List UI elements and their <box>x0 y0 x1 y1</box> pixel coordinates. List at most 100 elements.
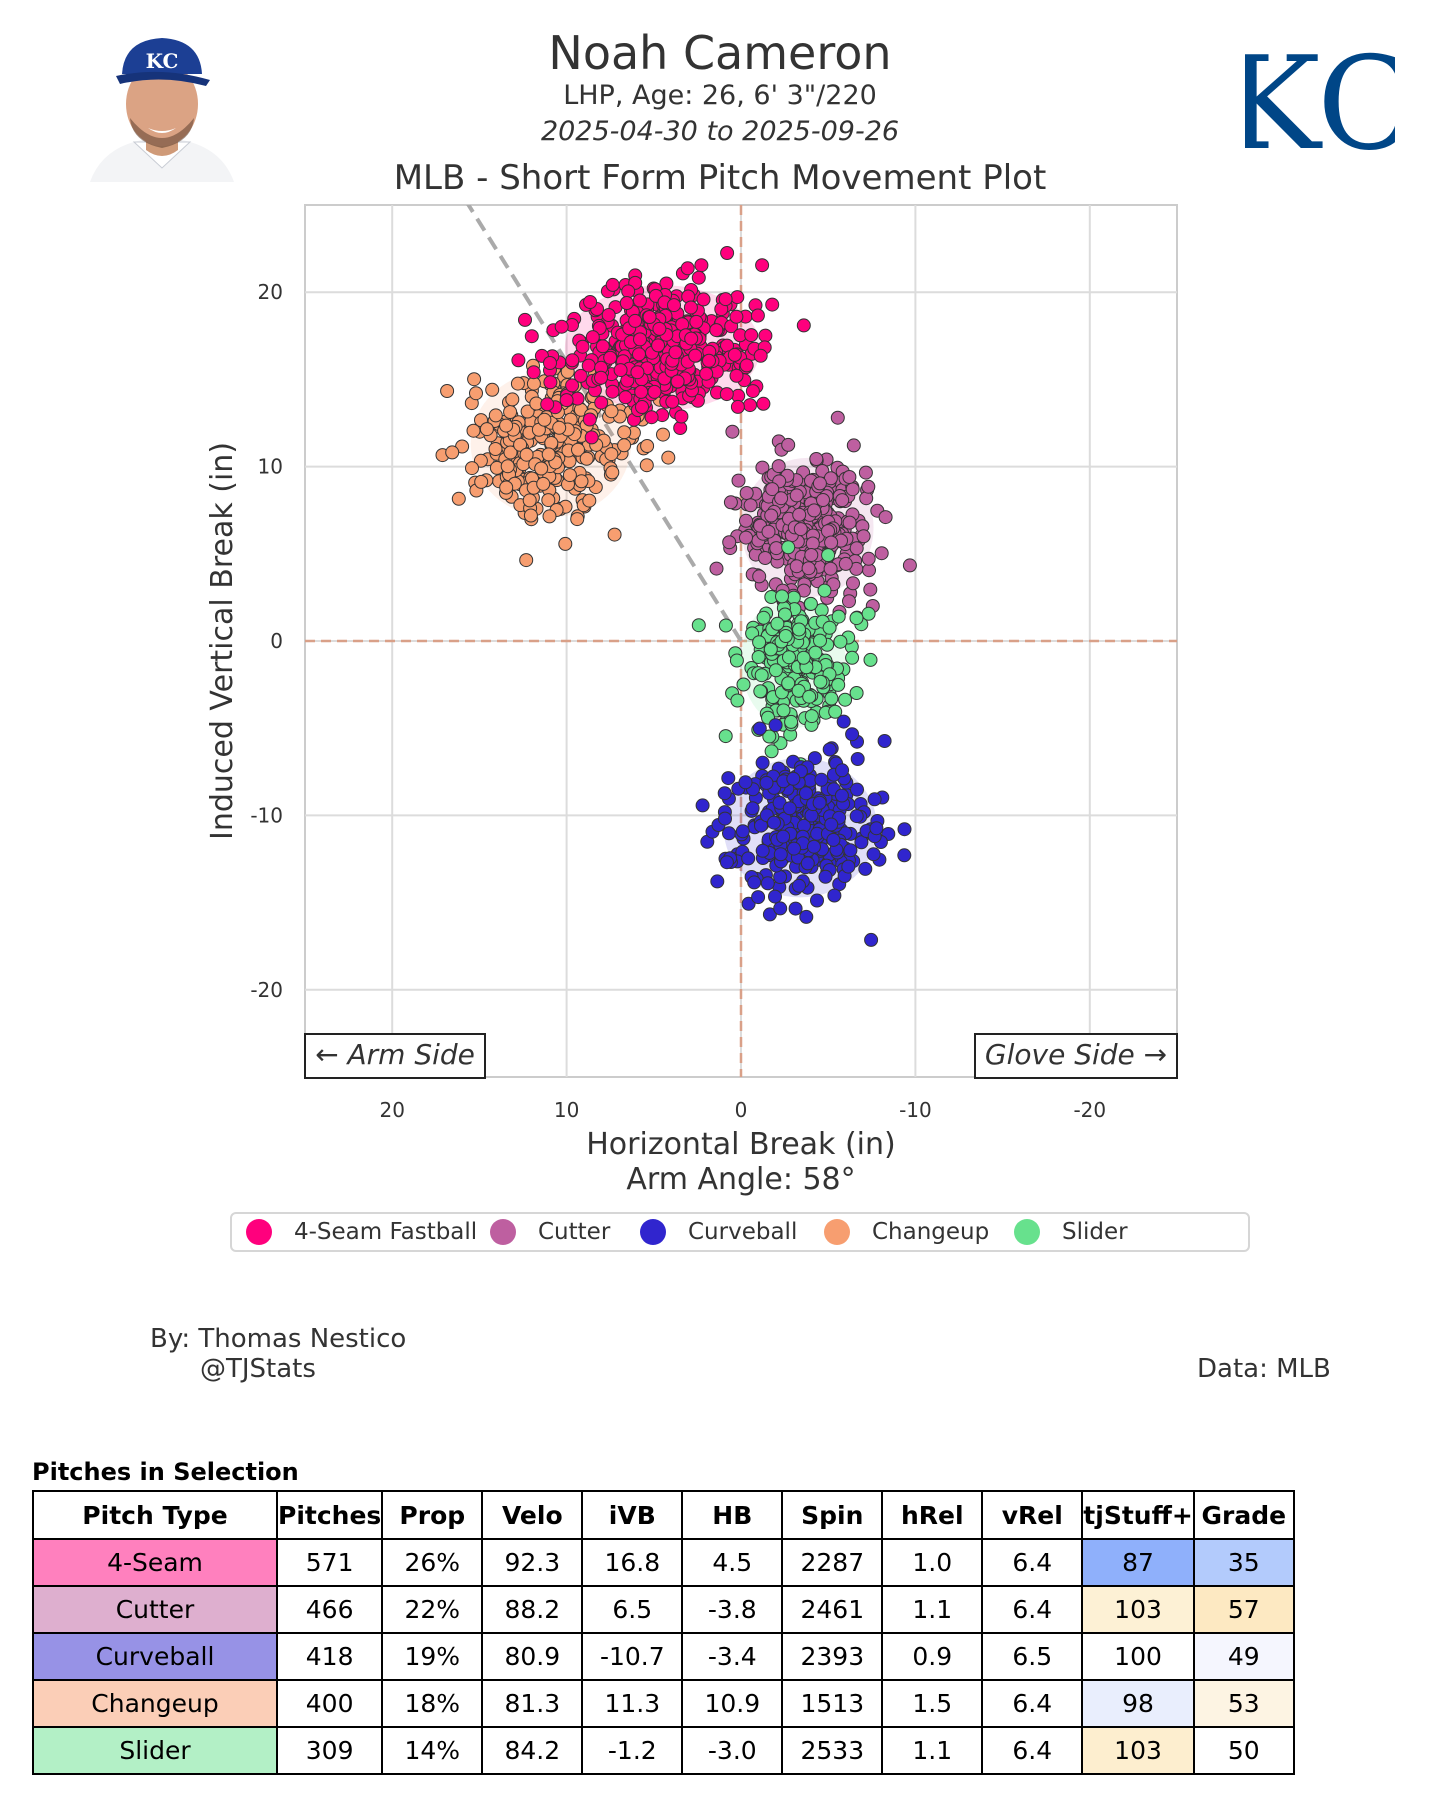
pitch-point <box>801 561 816 576</box>
pitch-point <box>543 375 558 390</box>
pitch-point <box>479 422 494 437</box>
pitch-point <box>768 663 783 678</box>
table-cell: 6.4 <box>981 1538 1084 1587</box>
chart-legend: 4-Seam Fastball Cutter Curveball Changeup Sl… <box>230 1212 1250 1252</box>
pitch-point <box>812 795 827 810</box>
pitch-point <box>565 378 580 393</box>
pitch-point <box>488 408 503 423</box>
pitch-point <box>574 474 589 489</box>
pitch-point <box>752 721 767 736</box>
pitch-point <box>769 541 784 556</box>
pitch-point <box>594 395 609 410</box>
team-logo: KC <box>1245 30 1395 179</box>
pitch-point <box>809 452 824 466</box>
pitch-point <box>849 809 864 824</box>
table-cell: 100 <box>1081 1632 1195 1681</box>
pitch-point <box>688 348 703 363</box>
pitch-point <box>850 782 864 797</box>
table-cell: 1513 <box>781 1679 884 1728</box>
pitch-point <box>793 522 808 537</box>
table-cell: 81.3 <box>481 1679 584 1728</box>
pitch-point <box>689 314 704 329</box>
table-cell: 11.3 <box>581 1679 684 1728</box>
pitch-point <box>838 692 853 707</box>
x-tick-label: 20 <box>379 1098 404 1122</box>
x-tick-label: 10 <box>554 1098 579 1122</box>
pitch-point <box>651 338 666 353</box>
pitch-table: Pitch Type Pitches Prop Velo iVB HB Spin hRel vR… <box>32 1490 1295 1775</box>
pitch-point <box>717 786 732 801</box>
pitch-point <box>864 932 879 947</box>
pitch-point <box>846 576 860 591</box>
pitch-point <box>710 874 725 889</box>
table-cell: -1.2 <box>581 1726 684 1775</box>
pitch-point <box>718 811 732 826</box>
pitch-point <box>814 772 829 787</box>
pitch-point <box>536 476 551 491</box>
pitch-point <box>799 786 813 801</box>
pitch-point <box>558 536 573 551</box>
x-tick-label: -10 <box>899 1098 932 1122</box>
pitch-point <box>789 488 804 503</box>
pitch-point <box>877 734 892 748</box>
legend-label: Slider <box>1062 1219 1128 1245</box>
pitch-point <box>861 551 876 566</box>
table-cell: Changeup <box>32 1679 278 1728</box>
pitch-point <box>571 442 585 457</box>
pitch-point <box>621 284 636 299</box>
pitch-point <box>821 548 836 563</box>
pitch-point <box>718 618 733 633</box>
pitch-point <box>849 541 864 556</box>
column-header: vRel <box>981 1490 1084 1540</box>
pitch-point <box>542 509 557 524</box>
pitch-point <box>519 553 534 568</box>
pitch-point <box>520 404 535 419</box>
y-tick-label: 20 <box>258 280 283 304</box>
pitch-point <box>821 524 835 539</box>
table-cell: 6.5 <box>981 1632 1084 1681</box>
pitch-point <box>630 365 645 380</box>
pitch-point <box>787 841 801 856</box>
pitch-point <box>753 684 768 699</box>
pitch-point <box>722 535 737 550</box>
pitch-point <box>604 404 619 419</box>
chart-title: MLB - Short Form Pitch Movement Plot <box>393 158 1047 198</box>
pitch-point <box>830 410 845 425</box>
pitch-point <box>827 888 842 903</box>
pitch-point <box>776 829 791 844</box>
pitch-point <box>751 890 766 905</box>
pitch-point <box>581 358 596 373</box>
table-cell: 6.4 <box>981 1679 1084 1728</box>
pitch-point <box>683 300 698 315</box>
pitch-point <box>526 365 541 380</box>
pitch-point <box>782 650 796 665</box>
pitch-point <box>786 771 801 786</box>
table-cell: 22% <box>381 1585 484 1634</box>
table-cell: 6.4 <box>981 1726 1084 1775</box>
pitch-point <box>739 530 753 545</box>
pitch-point <box>617 425 632 440</box>
pitch-point <box>702 353 716 368</box>
pitch-point <box>466 423 481 438</box>
pitch-point <box>541 447 556 462</box>
pitch-point <box>770 616 785 631</box>
table-cell: 14% <box>381 1726 484 1775</box>
pitch-point <box>594 370 608 385</box>
table-title: Pitches in Selection <box>32 1458 299 1486</box>
pitch-point <box>640 439 655 453</box>
pitch-point <box>575 339 590 354</box>
table-cell: 53 <box>1192 1679 1295 1728</box>
table-cell: 57 <box>1192 1585 1295 1634</box>
pitch-point <box>764 508 779 523</box>
pitch-point <box>570 512 585 527</box>
column-header: Spin <box>781 1490 884 1540</box>
pitch-point <box>727 347 742 362</box>
pitch-point <box>667 298 681 313</box>
table-cell: 4-Seam <box>32 1538 278 1587</box>
pitch-point <box>601 308 616 322</box>
pitch-point <box>579 451 594 466</box>
pitch-point <box>759 775 774 790</box>
table-header-row: Pitch Type Pitches Prop Velo iVB HB Spin hRel vR… <box>32 1490 1295 1540</box>
pitch-point <box>519 447 534 462</box>
table-cell: -3.8 <box>681 1585 784 1634</box>
